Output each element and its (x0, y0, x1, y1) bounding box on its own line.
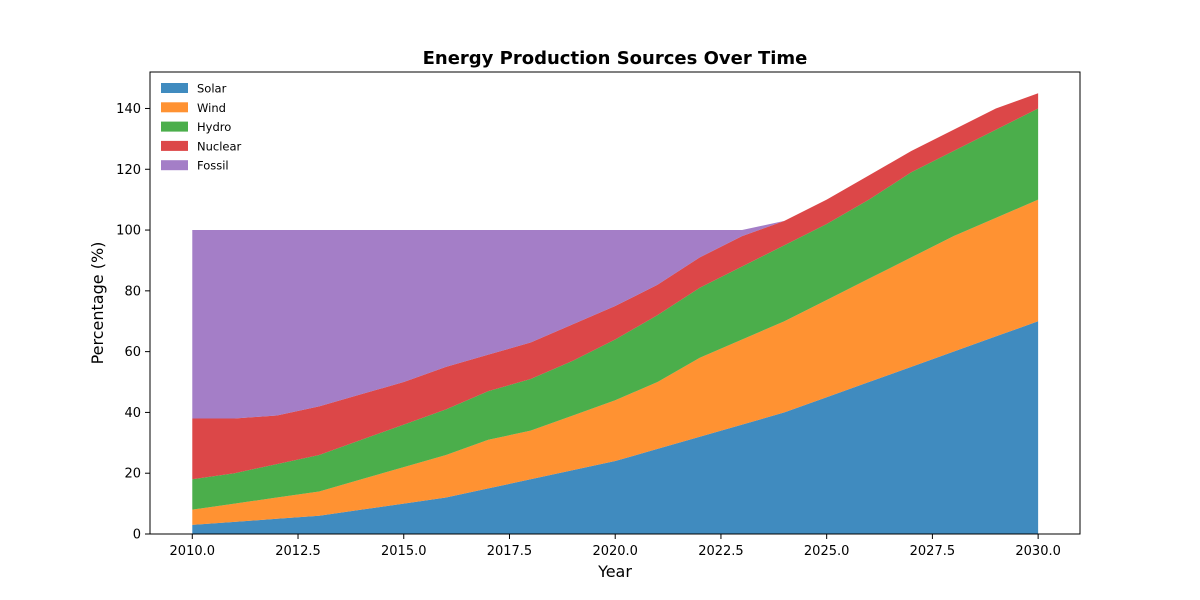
y-tick-label: 60 (124, 345, 141, 360)
legend-label-solar: Solar (197, 82, 227, 96)
x-tick-label: 2012.5 (275, 544, 321, 559)
area-nuclear (192, 93, 1039, 480)
y-tick-label: 140 (116, 102, 141, 117)
legend-label-fossil: Fossil (197, 159, 229, 173)
y-tick-label: 80 (124, 284, 141, 299)
legend-swatch-wind (161, 102, 188, 113)
legend-swatch-solar (161, 83, 188, 93)
chart-title: Energy Production Sources Over Time (423, 48, 808, 69)
legend-label-wind: Wind (197, 101, 226, 115)
legend-swatch-fossil (161, 160, 188, 171)
legend-swatch-nuclear (161, 140, 188, 151)
area-fossil (192, 93, 1039, 419)
x-tick-label: 2027.5 (910, 544, 956, 559)
y-tick-label: 100 (116, 224, 141, 239)
legend: Solar Wind Hydro Nuclear Fossil (161, 82, 242, 173)
y-axis-title: Percentage (%) (88, 242, 107, 365)
area-hydro (192, 108, 1039, 510)
x-axis-title: Year (597, 562, 632, 581)
x-tick-label: 2010.0 (170, 544, 216, 559)
area-layers (192, 93, 1039, 534)
y-tick-label: 0 (133, 528, 141, 543)
x-axis-ticks: 2010.0 2012.5 2015.0 2017.5 2020.0 2022.5 2025… (170, 534, 1061, 559)
y-tick-label: 20 (124, 467, 141, 482)
y-tick-label: 40 (124, 406, 141, 421)
y-tick-label: 120 (116, 163, 141, 178)
x-tick-label: 2030.0 (1015, 544, 1061, 559)
area-solar (192, 321, 1039, 534)
legend-swatch-hydro (161, 121, 188, 132)
legend-label-hydro: Hydro (197, 120, 231, 134)
x-tick-label: 2017.5 (487, 544, 533, 559)
x-tick-label: 2022.5 (698, 544, 744, 559)
y-axis-ticks: 0 20 40 60 80 100 120 140 (116, 102, 150, 543)
legend-label-nuclear: Nuclear (197, 139, 242, 153)
x-tick-label: 2015.0 (381, 544, 427, 559)
area-wind (192, 199, 1039, 525)
x-tick-label: 2020.0 (592, 544, 638, 559)
x-tick-label: 2025.0 (804, 544, 850, 559)
